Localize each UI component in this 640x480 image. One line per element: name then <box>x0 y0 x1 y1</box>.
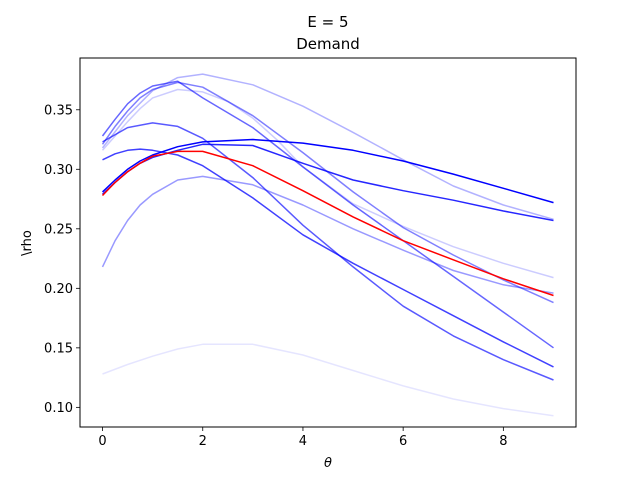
x-tick-label: 6 <box>399 434 407 449</box>
series-line-s6 <box>103 81 554 348</box>
x-tick-label: 2 <box>199 434 207 449</box>
chart-title-line1: E = 5 <box>307 13 348 31</box>
series-line-s7 <box>103 123 554 380</box>
x-axis-ticks: 0 2 4 6 8 <box>98 427 507 449</box>
x-axis-label: θ <box>324 456 332 471</box>
plot-frame <box>80 58 576 427</box>
x-tick-label: 0 <box>98 434 106 449</box>
x-tick-label: 8 <box>499 434 507 449</box>
y-tick-label: 0.10 <box>44 401 73 416</box>
y-tick-label: 0.30 <box>44 163 73 178</box>
y-tick-label: 0.15 <box>44 341 73 356</box>
x-tick-label: 4 <box>299 434 307 449</box>
y-tick-label: 0.35 <box>44 103 73 118</box>
series-line-s1 <box>103 344 554 415</box>
chart-title-line2: Demand <box>296 35 360 53</box>
plot-lines <box>103 74 554 416</box>
series-line-s4 <box>103 176 554 293</box>
y-axis-ticks: 0.10 0.15 0.20 0.25 0.30 0.35 <box>44 103 80 416</box>
series-line-s5 <box>103 82 554 302</box>
y-tick-label: 0.25 <box>44 222 73 237</box>
series-line-s9 <box>103 144 554 220</box>
y-axis-label: \rho <box>20 230 35 256</box>
y-tick-label: 0.20 <box>44 282 73 297</box>
